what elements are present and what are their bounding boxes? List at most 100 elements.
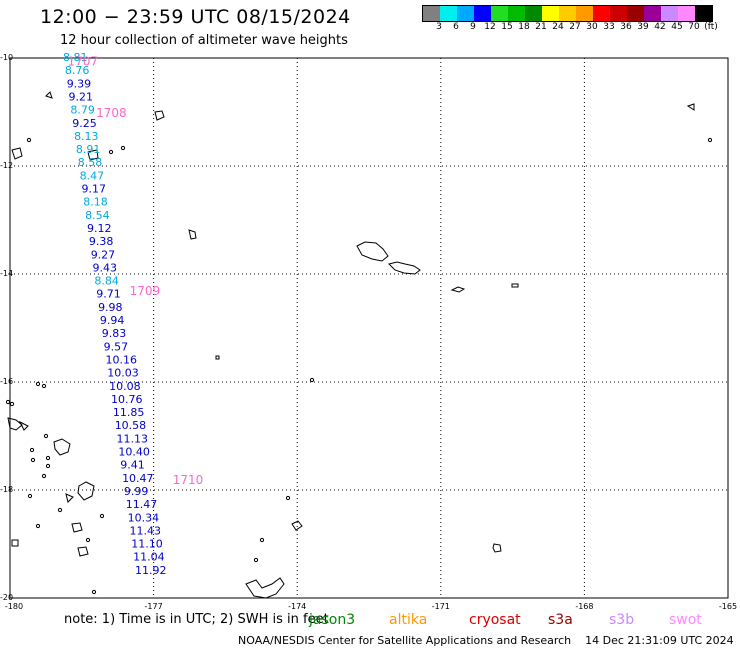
legend-jason3: jason3 — [309, 612, 356, 628]
island-outline — [188, 229, 197, 240]
swh-value: 10.47 — [122, 472, 154, 485]
small-island — [29, 447, 35, 453]
colorbar-swatch — [457, 6, 474, 21]
colorbar — [422, 5, 713, 22]
latitude-label: -10 — [0, 53, 14, 62]
colorbar-swatch — [508, 6, 525, 21]
map-title: 12:00 − 23:59 UTC 08/15/2024 — [40, 6, 351, 28]
latitude-label: -20 — [0, 593, 14, 602]
colorbar-label: 21 — [535, 22, 547, 32]
small-island — [253, 557, 259, 563]
swh-value: 9.98 — [98, 301, 123, 314]
swh-value: 10.08 — [109, 380, 140, 393]
swh-value: 9.57 — [104, 340, 129, 353]
small-island — [309, 377, 315, 383]
colorbar-swatch — [661, 6, 678, 21]
latitude-label: -12 — [0, 161, 14, 170]
small-island — [99, 513, 105, 519]
latitude-label: -16 — [0, 377, 14, 386]
longitude-label: -180 — [4, 602, 24, 611]
island-outline — [18, 420, 29, 431]
island-outline — [77, 481, 95, 501]
island-outline — [154, 110, 165, 121]
swh-value: 11.43 — [129, 524, 161, 537]
colorbar-swatch — [423, 6, 440, 21]
colorbar-swatch — [559, 6, 576, 21]
pass-time-label: 1707 — [67, 55, 98, 69]
footer-org: NOAA/NESDIS Center for Satellite Applica… — [238, 634, 572, 647]
swh-value: 9.21 — [69, 90, 94, 103]
swh-value: 8.58 — [78, 156, 103, 169]
swh-value: 9.99 — [124, 485, 149, 498]
swh-value: 8.91 — [76, 143, 101, 156]
small-island — [108, 149, 114, 155]
small-island — [45, 463, 51, 469]
swh-value: 9.12 — [87, 222, 112, 235]
footnote: note: 1) Time is in UTC; 2) SWH is in fe… — [64, 612, 329, 627]
latitude-label: -18 — [0, 485, 14, 494]
small-island — [91, 589, 97, 595]
colorbar-label: (ft) — [704, 22, 718, 32]
small-island — [35, 381, 41, 387]
swh-value: 8.13 — [74, 130, 99, 143]
footer: NOAA/NESDIS Center for Satellite Applica… — [238, 634, 734, 647]
colorbar-label: 15 — [501, 22, 513, 32]
swh-value: 11.04 — [133, 551, 165, 564]
island-outline — [87, 149, 99, 161]
swh-value: 8.18 — [83, 196, 108, 209]
longitude-label: -174 — [288, 602, 307, 611]
colorbar-swatch — [610, 6, 627, 21]
island-outline — [291, 520, 303, 531]
small-island — [41, 383, 47, 389]
swh-value: 11.13 — [117, 432, 148, 445]
island-outline — [388, 261, 421, 275]
colorbar-label: 9 — [470, 22, 476, 32]
colorbar-swatch — [644, 6, 661, 21]
swh-value: 9.83 — [102, 327, 127, 340]
swh-value: 9.94 — [100, 314, 125, 327]
colorbar-label: 33 — [603, 22, 615, 32]
small-island — [30, 457, 36, 463]
colorbar-label: 18 — [518, 22, 530, 32]
swh-value: 9.25 — [72, 117, 97, 130]
pass-time-label: 1709 — [130, 284, 161, 298]
colorbar-label: 27 — [569, 22, 581, 32]
latitude-label: -14 — [0, 269, 14, 278]
swh-value: 11.47 — [126, 498, 157, 511]
swh-value: 11.85 — [113, 406, 145, 419]
swh-value: 9.41 — [120, 459, 145, 472]
island-outline — [492, 543, 502, 553]
colorbar-swatch — [593, 6, 610, 21]
colorbar-label: 6 — [453, 22, 459, 32]
longitude-label: -165 — [718, 602, 738, 611]
legend-s3b: s3b — [609, 612, 635, 628]
island-outline — [7, 417, 23, 431]
colorbar-swatch — [678, 6, 695, 21]
swh-value: 9.38 — [89, 235, 114, 248]
small-island — [285, 495, 291, 501]
swh-value: 10.16 — [105, 353, 137, 366]
map-frame — [9, 57, 729, 599]
small-island — [259, 537, 265, 543]
colorbar-swatch — [695, 6, 712, 21]
swh-value: 9.43 — [93, 261, 118, 274]
map-subtitle: 12 hour collection of altimeter wave hei… — [60, 33, 348, 48]
colorbar-label: 12 — [484, 22, 496, 32]
swh-value: 10.40 — [118, 446, 150, 459]
colorbar-label: 39 — [637, 22, 649, 32]
island-outline — [215, 355, 220, 360]
colorbar-swatch — [576, 6, 593, 21]
legend-s3a: s3a — [548, 612, 573, 628]
legend-cryosat: cryosat — [469, 612, 521, 628]
swh-value: 8.47 — [80, 169, 105, 182]
island-outline — [77, 546, 89, 557]
colorbar-label: 70 — [688, 22, 700, 32]
longitude-label: -177 — [144, 602, 163, 611]
colorbar-label: 42 — [654, 22, 666, 32]
pass-time-label: 1710 — [173, 473, 204, 487]
colorbar-swatch — [542, 6, 559, 21]
small-island — [27, 493, 33, 499]
colorbar-swatch — [525, 6, 542, 21]
colorbar-swatch — [440, 6, 457, 21]
